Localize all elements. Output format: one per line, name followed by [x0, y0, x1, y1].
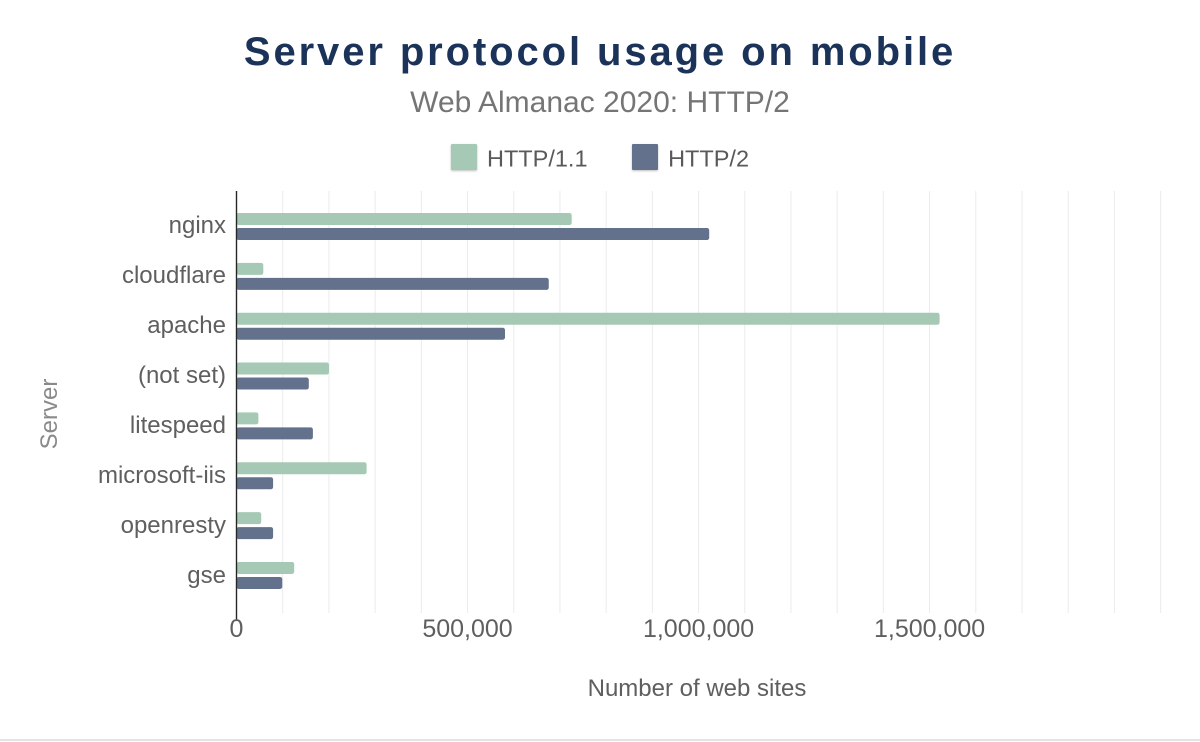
svg-text:openresty: openresty	[121, 512, 226, 539]
svg-text:500,000: 500,000	[422, 615, 512, 643]
svg-text:gse: gse	[187, 562, 226, 589]
svg-text:cloudflare: cloudflare	[122, 262, 226, 289]
svg-text:litespeed: litespeed	[130, 412, 226, 439]
svg-text:Server: Server	[36, 379, 63, 450]
svg-text:1,000,000: 1,000,000	[643, 615, 754, 643]
svg-text:nginx: nginx	[169, 212, 226, 239]
svg-text:0: 0	[230, 615, 244, 643]
svg-text:Number of web sites: Number of web sites	[588, 675, 807, 702]
svg-text:microsoft-iis: microsoft-iis	[98, 462, 226, 489]
svg-text:apache: apache	[147, 312, 226, 339]
svg-text:(not set): (not set)	[138, 362, 226, 389]
svg-text:1,500,000: 1,500,000	[874, 615, 985, 643]
